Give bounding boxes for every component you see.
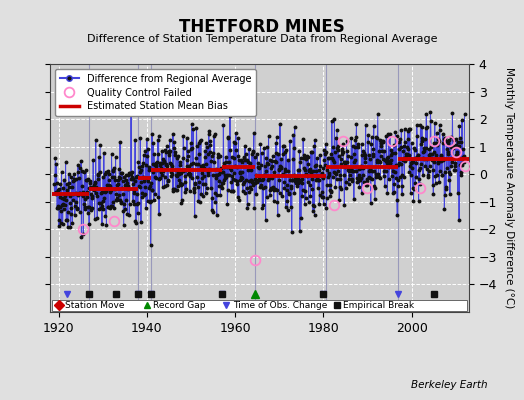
Legend: Difference from Regional Average, Quality Control Failed, Estimated Station Mean: Difference from Regional Average, Qualit… xyxy=(54,69,256,116)
Text: Empirical Break: Empirical Break xyxy=(343,301,414,310)
Text: Station Move: Station Move xyxy=(65,301,125,310)
Text: Time of Obs. Change: Time of Obs. Change xyxy=(233,301,328,310)
Y-axis label: Monthly Temperature Anomaly Difference (°C): Monthly Temperature Anomaly Difference (… xyxy=(504,67,514,309)
Text: THETFORD MINES: THETFORD MINES xyxy=(179,18,345,36)
Text: Berkeley Earth: Berkeley Earth xyxy=(411,380,487,390)
Text: Difference of Station Temperature Data from Regional Average: Difference of Station Temperature Data f… xyxy=(87,34,437,44)
Bar xyxy=(52,300,467,311)
Text: Record Gap: Record Gap xyxy=(154,301,206,310)
